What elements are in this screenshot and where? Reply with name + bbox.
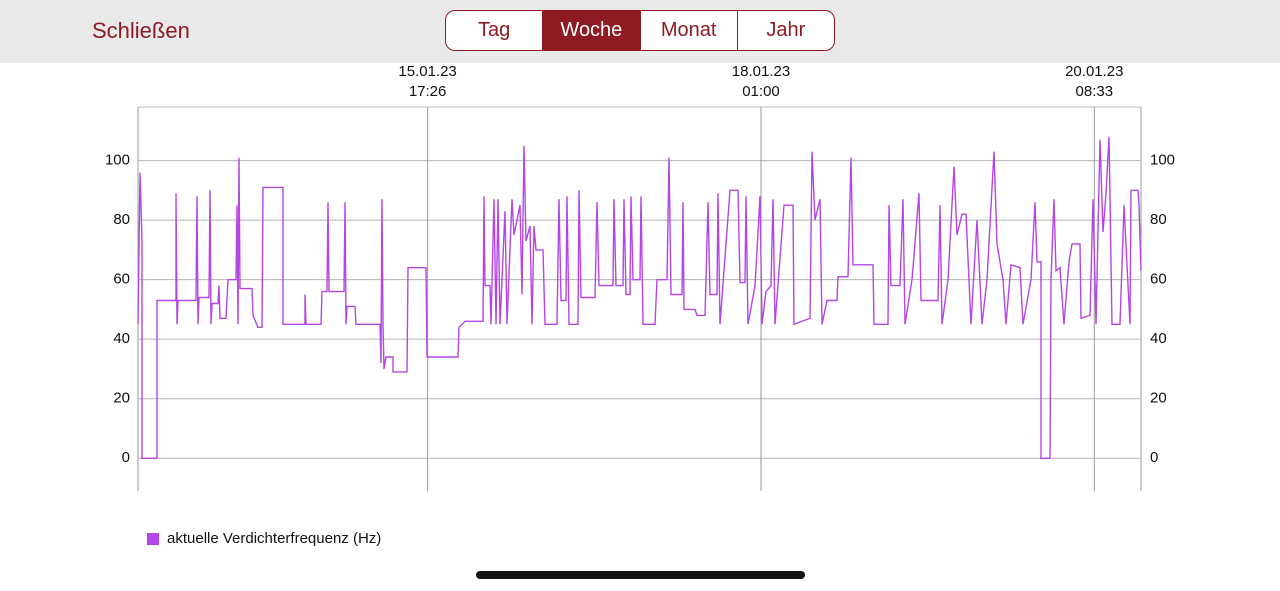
legend-label: aktuelle Verdichterfrequenz (Hz) (167, 530, 381, 547)
tab[interactable]: Jahr (736, 11, 834, 50)
top-bar: Schließen Tag Woche Monat Jahr (0, 0, 1280, 63)
y2-tick-label: 0 (1150, 449, 1158, 466)
home-indicator (476, 571, 805, 579)
tab[interactable]: Tag (478, 19, 511, 41)
x-tick-label: 18.01.23 01:00 (732, 63, 790, 100)
y-tick-label: 100 (105, 152, 130, 169)
y2-tick-label: 100 (1150, 152, 1175, 169)
y2-tick-label: 60 (1150, 271, 1167, 288)
y-tick-label: 0 (122, 449, 130, 466)
tab[interactable]: Woche (542, 11, 640, 50)
close-button[interactable]: Schließen (92, 18, 190, 43)
y2-tick-label: 80 (1150, 211, 1167, 228)
y2-tick-label: 40 (1150, 330, 1167, 347)
y-tick-label: 20 (113, 390, 130, 407)
y2-tick-label: 20 (1150, 390, 1167, 407)
x-tick-label: 15.01.23 17:26 (398, 63, 456, 100)
y-tick-label: 80 (113, 211, 130, 228)
legend-swatch (147, 533, 159, 545)
tab[interactable]: Monat (639, 11, 737, 50)
x-tick-label: 20.01.23 08:33 (1065, 63, 1123, 100)
y-tick-label: 60 (113, 271, 130, 288)
period-selector: Tag Woche Monat Jahr (445, 10, 835, 51)
data-line (137, 136, 1142, 459)
y-tick-label: 40 (113, 330, 130, 347)
